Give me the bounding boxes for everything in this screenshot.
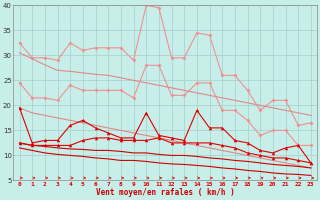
X-axis label: Vent moyen/en rafales ( km/h ): Vent moyen/en rafales ( km/h ) [96, 188, 235, 197]
